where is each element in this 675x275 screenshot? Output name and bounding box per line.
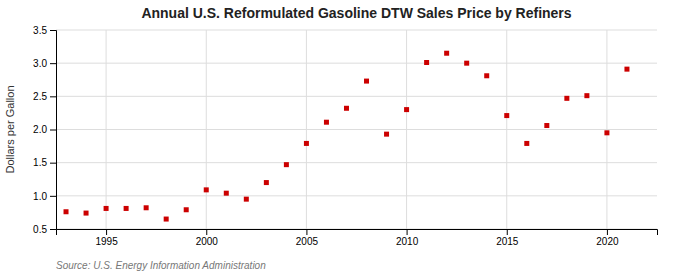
y-tick-label: 3.5 — [33, 25, 47, 36]
point — [164, 217, 169, 222]
point — [364, 79, 369, 84]
x-tick-label: 2000 — [196, 236, 219, 247]
chart-container: 1995 2000 2005 2010 2015 2020 0.5 1.0 1.5 2.0 2.5 3… — [0, 0, 675, 275]
point — [244, 197, 249, 202]
grid-line — [406, 30, 407, 229]
x-tick-mark — [407, 229, 408, 235]
x-axis-line — [57, 230, 658, 236]
point — [464, 61, 469, 66]
source-note: Source: U.S. Energy Information Administ… — [56, 260, 266, 271]
y-tick-label: 1.5 — [33, 157, 47, 168]
y-tick: 2.0 — [33, 124, 56, 135]
y-tick-mark — [50, 30, 56, 31]
x-tick-label: 2005 — [296, 236, 319, 247]
y-tick-mark — [50, 229, 56, 230]
point — [204, 187, 209, 192]
point — [224, 191, 229, 196]
point — [624, 67, 629, 72]
y-tick-label: 0.5 — [33, 224, 47, 235]
x-tick-label: 2010 — [396, 236, 419, 247]
x-tick: 2000 — [196, 229, 219, 247]
y-tick: 3.5 — [33, 25, 56, 36]
point — [84, 211, 89, 216]
point — [324, 120, 329, 125]
y-axis-label: Dollars per Gallon — [4, 85, 16, 173]
chart-svg: 1995 2000 2005 2010 2015 2020 0.5 1.0 1.5 2.0 2.5 3… — [0, 0, 675, 275]
grid-line — [56, 195, 657, 196]
x-tick: 2005 — [296, 229, 319, 247]
y-tick-mark — [50, 96, 56, 97]
grid-line — [56, 30, 657, 31]
x-tick: 1995 — [95, 229, 118, 247]
y-tick-label: 3.0 — [33, 58, 47, 69]
y-tick: 1.0 — [33, 191, 56, 202]
x-tick: 2010 — [396, 229, 419, 247]
grid-line — [306, 30, 307, 229]
grid-line — [606, 30, 607, 229]
y-tick: 2.5 — [33, 91, 56, 102]
x-tick-label: 2020 — [596, 236, 619, 247]
y-axis: 0.5 1.0 1.5 2.0 2.5 3.0 3.5 — [33, 25, 56, 235]
x-tick: 2015 — [496, 229, 519, 247]
y-tick-mark — [50, 63, 56, 64]
point — [104, 206, 109, 211]
grid-line — [56, 162, 657, 163]
point — [424, 60, 429, 65]
x-tick-label: 1995 — [95, 236, 118, 247]
point — [64, 209, 69, 214]
y-tick-mark — [50, 130, 56, 131]
point — [564, 96, 569, 101]
y-tick: 0.5 — [33, 224, 56, 235]
point — [124, 206, 129, 211]
point — [584, 93, 589, 98]
point — [524, 141, 529, 146]
point — [284, 162, 289, 167]
y-tick: 3.0 — [33, 58, 56, 69]
x-tick-mark — [306, 229, 307, 235]
y-tick-label: 2.0 — [33, 124, 47, 135]
point — [544, 123, 549, 128]
point — [264, 180, 269, 185]
point — [404, 107, 409, 112]
y-tick-mark — [50, 163, 56, 164]
plot-area: 1995 2000 2005 2010 2015 2020 0.5 1.0 1.5 2.0 2.5 3… — [33, 25, 657, 247]
grid-line — [206, 30, 207, 229]
x-tick-mark — [206, 229, 207, 235]
grid-line — [106, 30, 107, 229]
point — [344, 106, 349, 111]
grid-line — [56, 63, 657, 64]
point — [304, 141, 309, 146]
x-tick-mark — [607, 229, 608, 235]
x-tick-mark — [106, 229, 107, 235]
y-tick-mark — [50, 196, 56, 197]
x-axis: 1995 2000 2005 2010 2015 2020 — [57, 229, 658, 247]
y-tick-label: 2.5 — [33, 91, 47, 102]
grid-line — [56, 129, 657, 130]
x-tick-label: 2015 — [496, 236, 519, 247]
point — [504, 113, 509, 118]
x-tick: 2020 — [596, 229, 619, 247]
point — [184, 207, 189, 212]
point — [444, 51, 449, 56]
x-tick-mark — [507, 229, 508, 235]
points — [64, 51, 630, 222]
y-tick: 1.5 — [33, 157, 56, 168]
point — [384, 132, 389, 137]
point — [604, 130, 609, 135]
title: Annual U.S. Reformulated Gasoline DTW Sa… — [141, 5, 571, 21]
point — [144, 205, 149, 210]
grid-line — [506, 30, 507, 229]
point — [484, 73, 489, 78]
y-tick-label: 1.0 — [33, 191, 47, 202]
grid — [56, 30, 657, 229]
y-axis-line — [50, 31, 57, 230]
